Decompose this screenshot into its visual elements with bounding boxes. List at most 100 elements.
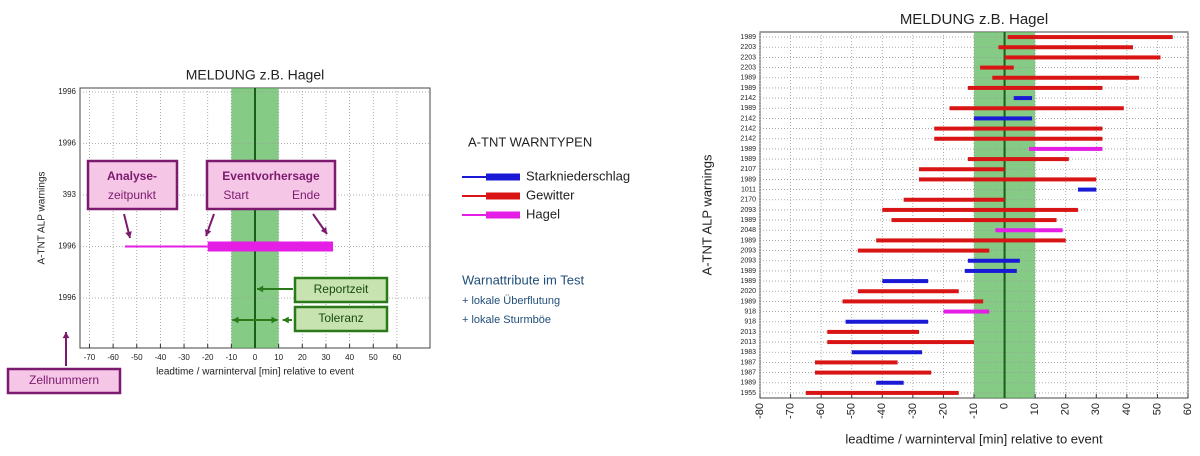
arrow-head: [257, 285, 264, 293]
y-tick-label: 2107: [740, 166, 756, 173]
y-tick-label: 2142: [740, 125, 756, 132]
y-tick-label: 1987: [740, 369, 756, 376]
annotation-text: Start: [223, 188, 249, 202]
warning-bar: [851, 350, 923, 355]
x-tick-label: 60: [392, 353, 401, 362]
y-tick-label: 1989: [740, 75, 756, 82]
y-tick-label: 2142: [740, 95, 756, 102]
y-tick-label: 2093: [740, 207, 756, 214]
warning-bar: [943, 309, 990, 314]
warning-bar: [967, 157, 1069, 162]
y-tick-label: 1989: [740, 380, 756, 387]
warning-bar: [967, 85, 1103, 90]
y-axis-label: A-TNT ALP warnings: [37, 171, 48, 264]
x-tick-label: -60: [815, 403, 827, 419]
warning-bar: [876, 238, 1066, 243]
x-axis-label: leadtime / warninterval [min] relative t…: [845, 431, 1103, 446]
y-tick-label: 2170: [740, 197, 756, 204]
y-tick-label: 1996: [58, 242, 76, 251]
warning-bar: [1077, 187, 1097, 192]
x-tick-label: 50: [369, 353, 378, 362]
warning-bar: [995, 228, 1063, 233]
annotation-box: [293, 276, 389, 304]
x-tick-label: -30: [178, 353, 190, 362]
y-tick-label: 2020: [740, 288, 756, 295]
x-tick-label: -10: [226, 353, 238, 362]
y-tick-label: 1989: [740, 156, 756, 163]
y-tick-label: 393: [63, 190, 77, 199]
y-tick-label: 1996: [58, 293, 76, 302]
y-tick-label: 1989: [740, 298, 756, 305]
x-tick-label: -30: [907, 403, 919, 419]
y-tick-label: 918: [744, 308, 756, 315]
arrow-head: [320, 227, 327, 234]
warning-bar: [857, 289, 959, 294]
x-tick-label: 20: [298, 353, 307, 362]
y-tick-label: 1983: [740, 349, 756, 356]
chart-title: MELDUNG z.B. Hagel: [900, 11, 1048, 28]
warning-bar: [882, 207, 1078, 212]
x-tick-label: 60: [1182, 403, 1194, 415]
x-tick-label: -10: [968, 403, 980, 419]
warning-bar: [845, 319, 929, 324]
warning-bar: [857, 248, 990, 253]
warning-bar: [992, 75, 1140, 80]
warning-bar: [934, 126, 1103, 131]
arrow-head: [204, 229, 212, 236]
legend-label: Gewitter: [526, 187, 575, 202]
y-tick-label: 1989: [740, 278, 756, 285]
y-tick-label: 2142: [740, 115, 756, 122]
x-tick-label: -70: [84, 353, 96, 362]
warning-bar: [815, 370, 932, 375]
x-tick-label: -80: [754, 403, 766, 419]
y-tick-label: 1996: [58, 87, 76, 96]
y-tick-label: 1989: [740, 34, 756, 41]
note-item: + lokale Überflutung: [462, 295, 560, 307]
warning-bar: [882, 279, 929, 284]
x-tick-label: 30: [321, 353, 330, 362]
arrow-head: [62, 332, 70, 339]
y-tick-label: 2048: [740, 227, 756, 234]
y-tick-label: 1989: [740, 176, 756, 183]
x-tick-label: -50: [131, 353, 143, 362]
y-tick-label: 918: [744, 319, 756, 326]
warning-bar: [891, 218, 1057, 223]
y-tick-label: 1996: [58, 139, 76, 148]
annotation-box: [6, 367, 122, 395]
warning-bar: [964, 268, 1017, 273]
annotation-box: [86, 159, 179, 211]
x-tick-label: 20: [1060, 403, 1072, 415]
x-tick-label: -50: [846, 403, 858, 419]
y-tick-label: 1989: [740, 217, 756, 224]
warning-bar: [918, 167, 1005, 172]
x-tick-label: 40: [1121, 403, 1133, 415]
arrow-head: [271, 316, 278, 324]
warning-bar: [1004, 55, 1161, 60]
annotation-text: Reportzeit: [314, 282, 369, 296]
y-tick-label: 2203: [740, 44, 756, 51]
warning-bar: [918, 177, 1097, 182]
warning-bar: [1029, 146, 1103, 151]
y-tick-label: 1989: [740, 85, 756, 92]
x-tick-label: 50: [1151, 403, 1163, 415]
warning-bar: [903, 197, 1005, 202]
x-tick-label: -40: [155, 353, 167, 362]
annotation-text: Zellnummern: [29, 373, 99, 387]
y-tick-label: 2142: [740, 136, 756, 143]
warning-bar: [827, 329, 919, 334]
annotation-text: Toleranz: [318, 311, 363, 325]
x-axis-label: leadtime / warninterval [min] relative t…: [156, 367, 354, 378]
warning-bar: [815, 360, 898, 365]
x-tick-label: 0: [253, 353, 258, 362]
annotation-text: zeitpunkt: [108, 188, 157, 202]
legend-label: Starkniederschlag: [526, 168, 630, 183]
warning-bar: [980, 65, 1014, 70]
warning-bar: [967, 258, 1020, 263]
warning-bar: [998, 45, 1133, 50]
warning-bar: [805, 390, 959, 395]
note-item: + lokale Sturmböe: [462, 314, 551, 326]
warning-bar: [1013, 96, 1033, 101]
y-tick-label: 2203: [740, 54, 756, 61]
warning-bar: [934, 136, 1103, 141]
x-tick-label: 0: [998, 403, 1010, 409]
